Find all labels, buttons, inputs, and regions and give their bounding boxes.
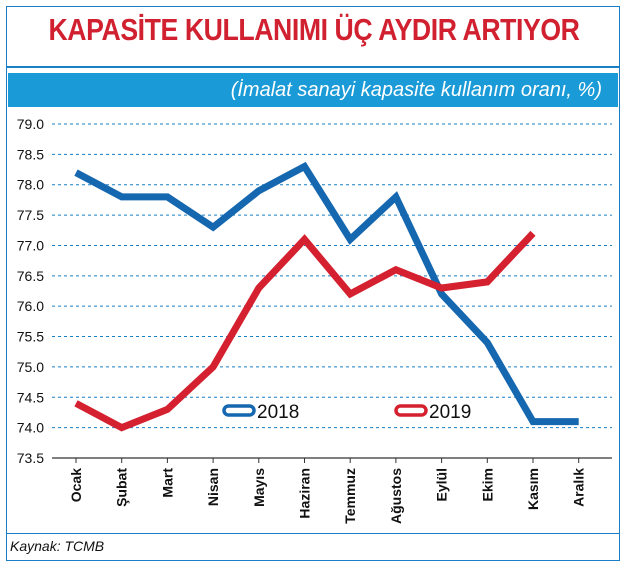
legend-label: 2019 xyxy=(429,402,471,423)
y-tick-label: 75.0 xyxy=(17,359,44,375)
chart-title: KAPASİTE KULLANIMI ÜÇ AYDIR ARTIYOR xyxy=(48,12,580,47)
series-line-2018 xyxy=(74,161,579,426)
y-tick-label: 78.0 xyxy=(17,177,44,193)
y-tick-label: 73.5 xyxy=(17,450,44,466)
grid-lines xyxy=(52,123,612,459)
source-divider xyxy=(6,533,620,534)
chart-subtitle: (İmalat sanayi kapasite kullanım oranı, … xyxy=(230,79,602,101)
y-tick-label: 77.5 xyxy=(17,207,44,223)
x-tick-label: Nisan xyxy=(205,468,221,506)
x-tick-label: Temmuz xyxy=(342,468,358,524)
y-tick-label: 79.0 xyxy=(17,116,44,132)
y-tick-label: 78.5 xyxy=(17,146,44,162)
source-note: Kaynak: TCMB xyxy=(10,538,105,554)
y-tick-label: 76.0 xyxy=(17,298,44,314)
y-axis: 79.0 78.5 78.0 77.5 77.0 76.5 76.0 75.5 75.0 74.5… xyxy=(17,116,44,466)
x-tick-label: Ocak xyxy=(68,468,84,502)
y-tick-label: 74.5 xyxy=(17,389,44,405)
y-tick-label: 74.0 xyxy=(17,420,44,436)
x-tick-label: Aralık xyxy=(571,468,587,507)
x-tick-label: Eylül xyxy=(434,468,450,501)
legend-label: 2018 xyxy=(257,402,299,423)
x-tick-label: Ekim xyxy=(479,468,495,501)
x-tick-label: Ağustos xyxy=(388,468,404,524)
series-lines xyxy=(74,161,579,432)
x-tick-label: Kasım xyxy=(525,468,541,510)
x-tick-label: Haziran xyxy=(297,468,313,519)
title-divider xyxy=(6,66,620,68)
y-tick-label: 76.5 xyxy=(17,268,44,284)
y-tick-label: 77.0 xyxy=(17,237,44,253)
y-tick-label: 75.5 xyxy=(17,329,44,345)
subtitle-band: (İmalat sanayi kapasite kullanım oranı, … xyxy=(8,73,618,107)
chart-frame xyxy=(6,6,620,561)
legend-swatch xyxy=(222,404,256,417)
series-line-2019 xyxy=(74,230,536,432)
x-axis: Ocak Şubat Mart Nisan Mayıs Haziran Temmuz Ağus… xyxy=(68,458,587,524)
legend-swatch xyxy=(394,404,428,417)
x-tick-label: Mayıs xyxy=(251,468,267,507)
x-tick-label: Şubat xyxy=(114,468,130,507)
legend: 2018 2019 xyxy=(222,402,471,423)
x-tick-label: Mart xyxy=(159,468,175,498)
